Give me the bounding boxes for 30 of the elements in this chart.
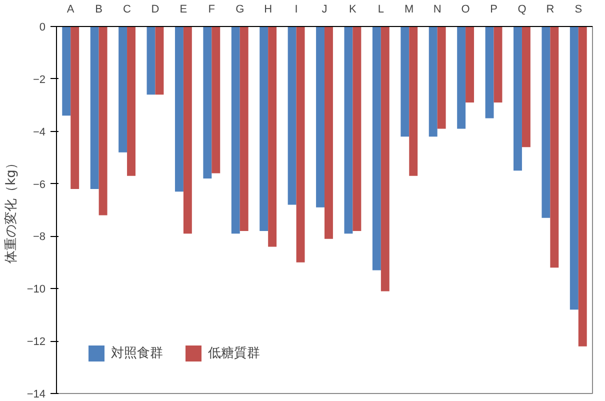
x-tick-label: N: [433, 4, 442, 16]
y-tick-label: −12: [26, 336, 46, 348]
x-tick-label: R: [546, 4, 554, 16]
x-tick-label: E: [180, 4, 188, 16]
x-tick-label: J: [322, 4, 328, 16]
y-tick-label: −2: [32, 74, 46, 86]
x-tick-label: M: [404, 4, 414, 16]
y-tick-label: −10: [26, 284, 46, 296]
x-tick-label: A: [66, 4, 75, 16]
x-tick-label: I: [294, 4, 298, 16]
x-tick-label: L: [378, 4, 384, 16]
x-tick-label: D: [151, 4, 160, 16]
x-tick-label: P: [490, 4, 498, 16]
x-tick-label: H: [264, 4, 272, 16]
x-tick-label: S: [574, 4, 582, 16]
y-tick-label: −14: [26, 388, 46, 400]
x-tick-label: Q: [518, 4, 527, 16]
x-tick-label: F: [208, 4, 216, 16]
x-tick-label: B: [95, 4, 102, 16]
x-tick-label: G: [236, 4, 244, 16]
x-tick-label: O: [461, 4, 470, 16]
legend-label: 低糖質群: [208, 345, 260, 362]
y-axis-title: 体重の変化（kg）: [2, 156, 19, 264]
y-tick-label: −6: [32, 178, 46, 191]
y-tick-label: −4: [32, 126, 46, 138]
y-tick-label: 0: [39, 22, 46, 34]
x-tick-label: C: [123, 4, 132, 16]
y-tick-label: −8: [32, 231, 46, 244]
legend-label: 対照食群: [111, 345, 163, 362]
x-tick-label: K: [349, 4, 358, 16]
